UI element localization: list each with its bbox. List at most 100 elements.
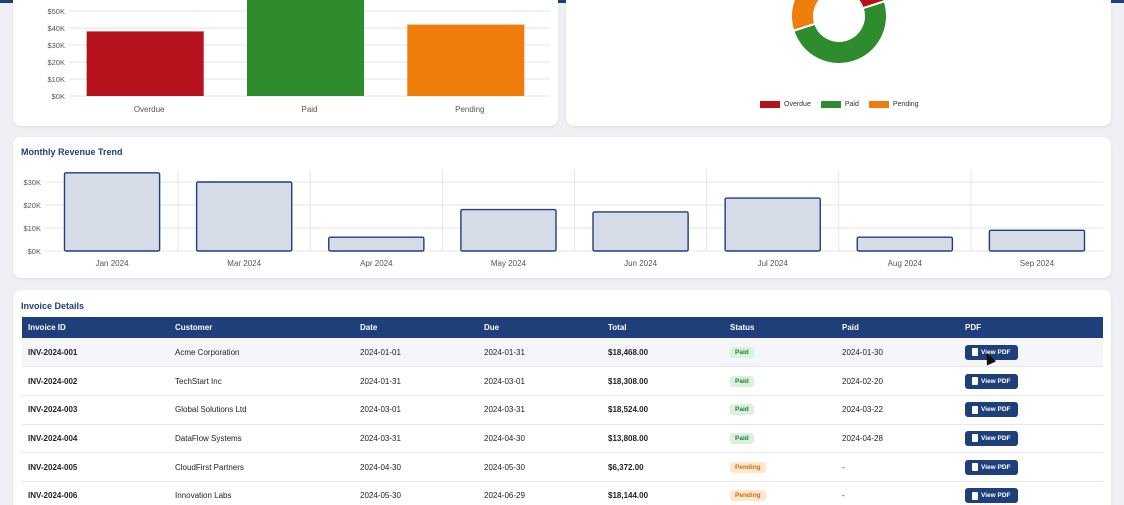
date-cell: 2024-01-01 [354,338,478,368]
x-month-label: Jul 2024 [758,259,789,268]
view-pdf-button[interactable]: View PDF [965,459,1018,475]
due-cell: 2024-06-29 [478,481,602,505]
column-header-pdf[interactable]: PDF [965,323,981,332]
view-pdf-button[interactable]: View PDF [965,402,1018,418]
legend-label: Paid [844,101,859,108]
bar-pending [407,24,525,96]
revenue-bar [195,181,293,252]
column-header-date[interactable]: Date [360,323,378,332]
x-category-label: Pending [455,105,484,114]
total-cell: $18,468.00 [602,338,724,368]
legend-swatch [760,101,780,108]
total-cell: $18,524.00 [602,395,724,425]
date-cell: 2024-03-01 [354,395,478,425]
legend-item-pending: Pending [868,101,919,108]
x-month-label: Aug 2024 [888,259,923,268]
revenue-chart-title: Monthly Revenue Trend [21,147,123,157]
view-pdf-label: View PDF [981,434,1011,442]
customer-cell: TechStart Inc [169,366,354,396]
paid-date-cell: 2024-02-20 [836,366,959,396]
table-row: INV-2024-004 DataFlow Systems 2024-03-31… [22,424,1103,454]
x-month-label: Jan 2024 [96,259,129,268]
column-header-invoice-id[interactable]: Invoice ID [28,323,66,332]
table-row: INV-2024-003 Global Solutions Ltd 2024-0… [22,395,1103,425]
y-tick-label: $20K [23,201,41,210]
due-cell: 2024-01-31 [478,338,602,368]
pdf-cell: View PDF [959,424,1103,454]
y-tick-label: $10K [23,224,41,233]
paid-date-cell: - [836,452,959,482]
legend-label: Overdue [784,101,811,108]
revenue-bar [328,236,425,252]
status-cell: Paid [724,395,836,425]
date-cell: 2024-04-30 [354,452,478,482]
view-pdf-button[interactable]: View PDF [965,488,1018,504]
legend-swatch [868,101,889,108]
status-cell: Paid [724,338,836,368]
column-header-customer[interactable]: Customer [175,323,213,332]
invoice-status-donut-card [566,0,1111,126]
invoice-table-wrapper: Invoice ID Customer Date Due Total Statu… [22,317,1103,505]
document-icon [972,348,978,357]
customer-cell: Global Solutions Ltd [169,395,354,425]
due-cell: 2024-04-30 [478,424,602,454]
invoice-id-cell: INV-2024-001 [22,338,169,368]
status-badge: Pending [730,461,766,473]
invoice-id-cell: INV-2024-005 [22,452,169,482]
date-cell: 2024-01-31 [354,366,478,396]
status-badge: Paid [730,404,754,416]
y-tick-label: $0K [28,247,41,256]
invoice-id-cell: INV-2024-003 [22,395,169,425]
column-header-paid[interactable]: Paid [842,323,859,332]
revenue-bar [592,211,689,252]
status-cell: Pending [724,481,836,505]
y-tick-label: $20K [47,58,65,67]
x-month-label: Apr 2024 [360,259,393,268]
revenue-bar [724,197,821,252]
status-badge: Pending [730,490,766,502]
x-category-label: Paid [301,105,317,114]
view-pdf-button[interactable]: View PDF [965,344,1018,360]
status-cell: Paid [724,424,836,454]
bar-overdue [86,31,204,96]
x-month-label: Jun 2024 [624,259,657,268]
paid-date-cell: 2024-04-28 [836,424,959,454]
status-badge: Paid [730,346,754,358]
view-pdf-button[interactable]: View PDF [965,430,1018,446]
view-pdf-label: View PDF [981,492,1011,500]
status-cell: Paid [724,366,836,396]
donut-slice-paid [792,0,888,65]
legend-item-overdue: Overdue [760,101,811,108]
pdf-cell: View PDF [959,338,1103,368]
column-header-due[interactable]: Due [484,323,500,332]
revenue-bar [856,236,954,252]
date-cell: 2024-03-31 [354,424,478,454]
invoice-id-cell: INV-2024-004 [22,424,169,454]
customer-cell: DataFlow Systems [169,424,354,454]
status-badge: Paid [730,432,754,444]
revenue-bar [63,172,161,252]
document-icon [972,491,978,500]
x-category-label: Overdue [134,105,165,114]
status-badge: Paid [730,375,754,387]
y-tick-label: $50K [47,7,65,16]
paid-date-cell: 2024-01-30 [836,338,959,368]
legend-item-paid: Paid [820,101,859,108]
donut-slice-pending [790,0,822,33]
donut-legend: Overdue Paid Pending [760,101,919,108]
pdf-cell: View PDF [959,366,1103,396]
customer-cell: Acme Corporation [169,338,354,368]
table-row: INV-2024-006 Innovation Labs 2024-05-30 … [22,481,1103,505]
monthly-revenue-card: Monthly Revenue Trend $30K $20K $10K $0K Jan… [13,137,1111,278]
due-cell: 2024-05-30 [478,452,602,482]
revenue-bar [460,208,557,252]
top-accent-bar [0,0,1124,3]
invoice-id-cell: INV-2024-002 [22,366,169,396]
view-pdf-button[interactable]: View PDF [965,373,1018,389]
y-tick-label: $30K [23,178,41,187]
status-donut-chart [790,0,888,65]
table-row: INV-2024-001 Acme Corporation 2024-01-01… [22,338,1103,368]
column-header-total[interactable]: Total [608,323,627,332]
column-header-status[interactable]: Status [730,323,755,332]
document-icon [972,463,978,472]
